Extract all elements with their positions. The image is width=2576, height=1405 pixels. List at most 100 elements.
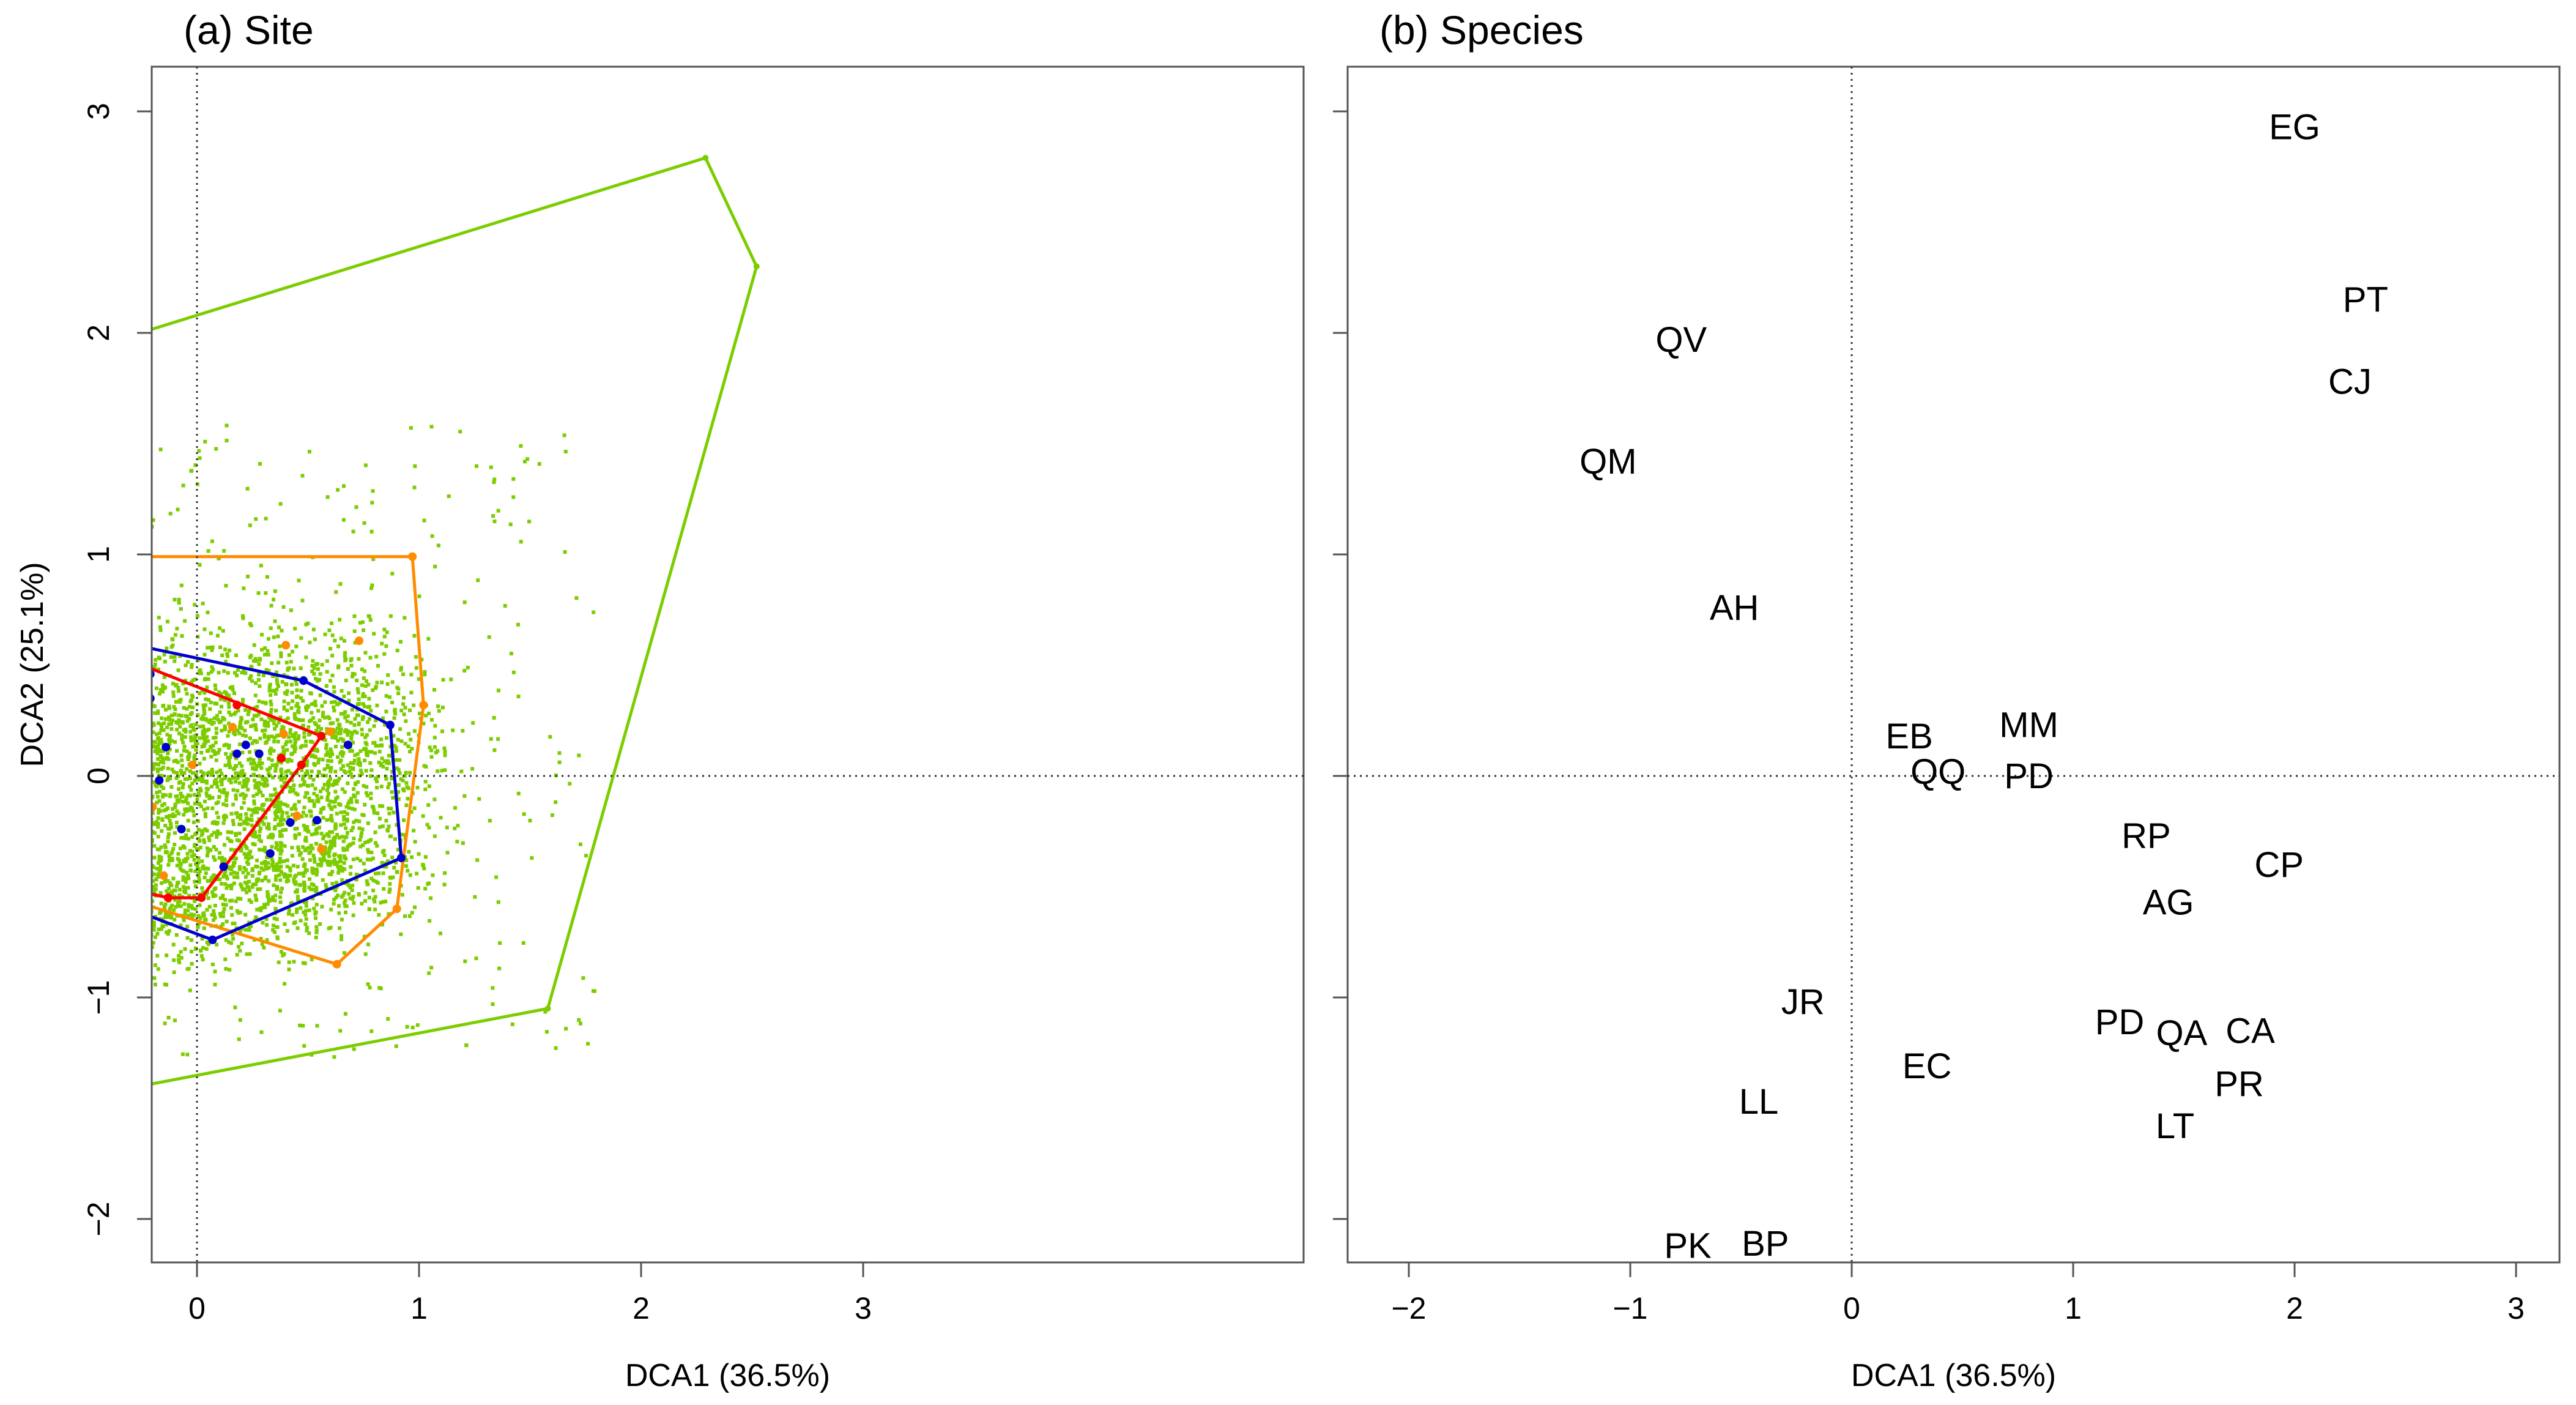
x-tick-label-b: 2 — [2286, 1291, 2303, 1325]
site-point — [159, 871, 168, 880]
site-point — [232, 701, 242, 710]
x-tick-label-b: −2 — [1391, 1291, 1426, 1325]
site-point — [126, 756, 135, 765]
hull-vertex — [753, 263, 760, 270]
x-tick-label-a: 0 — [188, 1291, 206, 1325]
site-point — [161, 742, 171, 751]
species-label: LL — [1739, 1082, 1779, 1122]
site-point — [325, 727, 335, 736]
species-label: EC — [1902, 1046, 1952, 1086]
species-label: PR — [2214, 1064, 2264, 1104]
site-point — [292, 811, 302, 821]
plot-frame-a — [150, 65, 1305, 1264]
site-point — [163, 893, 173, 903]
y-tick-label-a: 2 — [81, 324, 116, 341]
plot-frame-b — [1346, 65, 2561, 1264]
species-label: CJ — [2328, 362, 2372, 402]
site-point — [343, 740, 352, 750]
species-label: PK — [1664, 1226, 1712, 1265]
site-point — [219, 862, 228, 871]
species-label: AG — [2143, 882, 2194, 922]
hull-vertex — [10, 1108, 16, 1114]
site-point — [228, 723, 237, 732]
species-label: JR — [1781, 982, 1825, 1022]
site-point — [354, 636, 363, 646]
species-label: BP — [1742, 1224, 1789, 1264]
species-label: EG — [2269, 107, 2320, 147]
site-point — [396, 853, 406, 862]
x-axis-label-b: DCA1 (36.5%) — [1851, 1358, 2056, 1393]
site-point — [108, 740, 117, 749]
site-point — [254, 749, 264, 758]
y-tick-label-a: 0 — [81, 767, 116, 784]
site-point — [286, 818, 295, 827]
x-tick-label-b: 3 — [2507, 1291, 2525, 1325]
x-tick-label-b: −1 — [1613, 1291, 1647, 1325]
y-tick-label-a: −1 — [81, 980, 116, 1015]
species-label: CA — [2225, 1011, 2275, 1051]
site-point — [332, 960, 341, 969]
site-point — [317, 731, 326, 740]
orange-sites — [37, 552, 428, 969]
site-point — [385, 720, 395, 729]
species-label: PD — [2095, 1002, 2145, 1042]
site-point — [265, 849, 275, 858]
green-cloud-points — [152, 423, 596, 1059]
x-tick-label-a: 3 — [855, 1291, 872, 1325]
site-point — [392, 904, 401, 914]
y-tick-label-a: 3 — [81, 103, 116, 120]
species-label: QQ — [1910, 752, 1965, 792]
site-point — [197, 893, 206, 903]
site-point — [208, 935, 217, 944]
red-sites — [0, 701, 326, 903]
green-hull — [152, 156, 759, 1086]
blue-sites — [70, 669, 406, 944]
site-point — [279, 729, 288, 739]
site-point — [281, 641, 291, 650]
species-label: EB — [1885, 717, 1932, 756]
hull-vertex — [544, 1005, 551, 1012]
site-point — [70, 763, 79, 772]
site-point — [108, 882, 117, 891]
site-point — [152, 694, 155, 703]
site-point — [408, 552, 417, 561]
species-label: MM — [1999, 706, 2058, 745]
x-tick-label-a: 2 — [633, 1291, 650, 1325]
x-axis-label-a: DCA1 (36.5%) — [625, 1358, 830, 1393]
y-tick-label-a: −2 — [81, 1201, 116, 1236]
site-point — [313, 816, 322, 825]
hull-vertex — [702, 155, 709, 162]
site-point — [111, 856, 119, 865]
panel-title-b: (b) Species — [1379, 7, 1584, 53]
species-label: PT — [2343, 280, 2388, 320]
species-label: RP — [2121, 816, 2171, 856]
site-point — [419, 701, 428, 710]
x-tick-label-b: 0 — [1843, 1291, 1860, 1325]
site-point — [152, 802, 157, 811]
plot-area-a — [0, 155, 760, 1114]
site-point — [277, 754, 286, 763]
site-point — [37, 553, 46, 561]
site-point — [152, 669, 155, 679]
site-point — [126, 714, 135, 723]
species-label: LT — [2156, 1106, 2194, 1146]
species-label: QV — [1655, 320, 1707, 360]
site-point — [317, 844, 326, 854]
species-label: PD — [2004, 756, 2054, 796]
panel-title-a: (a) Site — [184, 7, 314, 53]
orange-hull — [152, 555, 425, 966]
species-labels: EG PT CJ QV QM AH EB MM QQ PD RP CP AG JR PD QA CA EC LL PR… — [1579, 107, 2388, 1265]
green-point-cloud — [152, 423, 596, 1059]
x-tick-label-b: 1 — [2065, 1291, 2082, 1325]
species-label: QM — [1579, 442, 1636, 482]
y-tick-label-a: 1 — [81, 546, 116, 563]
site-point — [177, 824, 186, 833]
site-point — [232, 749, 242, 758]
site-point — [241, 740, 250, 750]
site-point — [0, 856, 6, 865]
site-point — [297, 760, 306, 769]
species-label: QA — [2156, 1013, 2207, 1053]
species-label: AH — [1710, 588, 1759, 628]
